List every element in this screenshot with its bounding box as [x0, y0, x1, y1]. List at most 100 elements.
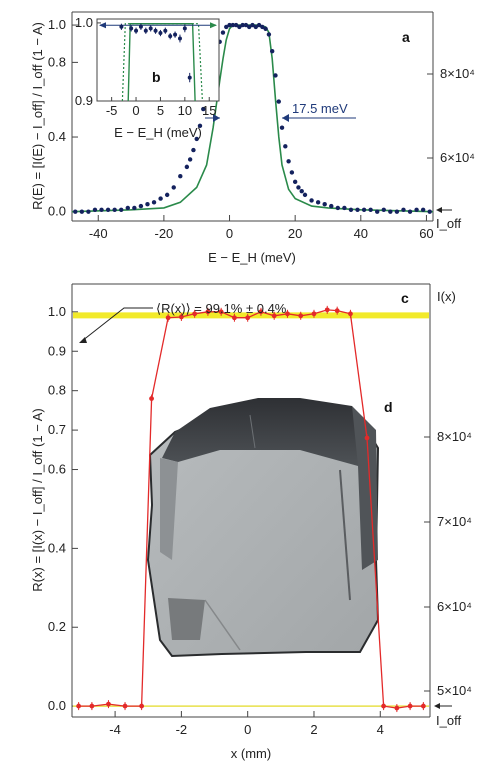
panel-a-point	[237, 24, 242, 30]
panel-a-ioff-marker: I_off	[436, 207, 461, 231]
panel-b-point	[168, 34, 173, 39]
panel-c-ytick-label: 0.2	[48, 619, 66, 634]
panel-c-ytick-label: 0.7	[48, 422, 66, 437]
panel-a-point	[283, 144, 288, 149]
panel-a-point	[335, 205, 341, 211]
panel-a-point	[322, 202, 327, 207]
panel-c-ioff-marker: I_off	[434, 703, 461, 728]
panel-a-point	[273, 73, 278, 78]
panel-a-point	[119, 207, 124, 213]
panel-a-xtick-label: -20	[154, 226, 173, 241]
panel-c-frame	[71, 283, 431, 718]
panel-c-xtick-label: 4	[377, 722, 384, 737]
panel-a-point	[401, 207, 406, 213]
panel-c-point	[245, 315, 251, 321]
panel-a-point	[201, 106, 206, 112]
panel-a-point	[191, 147, 196, 153]
panel-a-point	[269, 48, 275, 54]
panel-c-point	[232, 315, 237, 321]
panel-b-arrowhead-right	[210, 22, 217, 29]
panel-c-xlabel: x (mm)	[231, 746, 271, 761]
panel-a-right-tick-label: 6×10⁴	[440, 150, 475, 165]
panel-b-point	[119, 24, 124, 29]
panel-b-point	[182, 26, 187, 31]
panel-c-line	[78, 309, 424, 709]
panel-a: -40 -20 0 20 40 60 0.0 0.4 0.8 1.0 6×10⁴ 8×10⁴ a 17…	[30, 11, 475, 265]
panel-b-point	[163, 28, 168, 33]
panel-b-fit-lines	[99, 22, 217, 102]
panel-a-point	[92, 207, 98, 213]
panel-b-fit-dotted	[121, 23, 204, 102]
panel-a-point	[197, 123, 203, 129]
panel-c-xtick-label: -2	[176, 722, 188, 737]
panel-c-label: c	[401, 290, 409, 306]
panel-c-ticks: -4 -2 0 2 4 0.0 0.2 0.4 0.6 0.7 0.8 0.9 1.0 5×10⁴ 6×10…	[48, 304, 472, 737]
panel-c-point	[334, 308, 340, 314]
panel-a-point	[79, 209, 85, 214]
panel-c-point	[348, 311, 353, 317]
panel-b-point	[138, 24, 143, 29]
panel-c-ytick-label: 0.4	[48, 540, 66, 555]
panel-b-point	[173, 32, 178, 37]
panel-b-ticks: -5 0 5 10 15 0.9 1.0	[75, 15, 217, 118]
mean-annotation: ⟨R(x)⟩ = 99.1% ± 0.4%	[79, 301, 287, 343]
panel-a-point	[289, 170, 295, 175]
panel-b-xtick-label: 0	[132, 103, 139, 118]
panel-b-arrowhead-left	[99, 22, 106, 29]
panel-c-point	[311, 311, 317, 317]
panel-c-ioff-label: I_off	[436, 713, 461, 728]
panel-a-point	[171, 185, 176, 190]
panel-a-point	[375, 209, 380, 214]
panel-a-xtick-label: 60	[419, 226, 433, 241]
panel-a-point	[112, 207, 117, 213]
panel-a-point	[256, 22, 262, 28]
panel-c-point	[285, 311, 290, 317]
fwhm-label: 17.5 meV	[292, 101, 348, 116]
panel-a-point	[145, 202, 150, 207]
panel-a-point	[132, 205, 137, 211]
fwhm-annotation: 17.5 meV	[205, 101, 356, 122]
panel-b-xlabel: E − E_H (meV)	[114, 125, 202, 140]
panel-c-point	[122, 703, 128, 709]
panel-a-point	[394, 209, 400, 214]
panel-c-point	[407, 703, 413, 709]
panel-c-right-tick-label: 7×10⁴	[437, 514, 472, 529]
panel-c-point	[205, 309, 211, 315]
panel-a-point	[420, 207, 426, 213]
panel-c-point	[165, 315, 171, 321]
panel-a-ytick-label: 0.8	[48, 54, 66, 69]
panel-a-ytick-label: 0.4	[48, 129, 66, 144]
panel-c-point	[149, 396, 154, 401]
panel-c-right-tick-label: 6×10⁴	[437, 599, 472, 614]
panel-b-label: b	[152, 69, 161, 85]
panel-b-point	[177, 36, 182, 41]
panel-c-point	[106, 701, 111, 707]
panel-a-point	[414, 207, 419, 213]
panel-c-ytick-label: 0.9	[48, 343, 66, 358]
panel-a-point	[224, 24, 229, 30]
panel-c-ytick-label: 0.8	[48, 383, 66, 398]
panel-c-point	[178, 314, 184, 320]
panel-a-point	[263, 26, 268, 31]
panel-c-ytick-label: 0.6	[48, 462, 66, 477]
panel-a-point	[247, 24, 252, 30]
panel-a-point	[329, 203, 334, 209]
panel-a-point	[299, 188, 304, 194]
panel-c-point	[76, 703, 82, 709]
panel-a-point	[348, 207, 354, 213]
panel-c-point	[394, 705, 400, 711]
panel-a-point	[184, 164, 190, 170]
panel-a-xlabel: E − E_H (meV)	[208, 250, 296, 265]
panel-c-mean-band	[73, 312, 429, 319]
panel-c-xtick-label: 0	[244, 722, 251, 737]
panel-a-point	[250, 22, 255, 28]
panel-a-point	[355, 207, 360, 213]
panel-a-point	[309, 198, 314, 203]
panel-a-point	[292, 179, 298, 185]
panel-a-point	[230, 22, 236, 28]
panel-a-right-tick-label: 8×10⁴	[440, 66, 475, 81]
panel-a-point	[427, 209, 432, 214]
panel-a-point	[286, 159, 291, 164]
panel-c-point	[139, 703, 145, 709]
